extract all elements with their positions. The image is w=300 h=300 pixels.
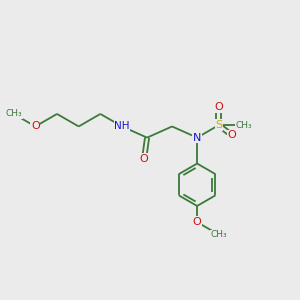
Text: CH₃: CH₃ <box>211 230 227 239</box>
Text: CH₃: CH₃ <box>5 110 22 118</box>
Text: O: O <box>228 130 236 140</box>
Text: S: S <box>215 120 222 130</box>
Text: O: O <box>140 154 148 164</box>
Text: O: O <box>214 102 223 112</box>
Text: CH₃: CH₃ <box>236 121 252 130</box>
Text: N: N <box>193 133 201 142</box>
Text: O: O <box>193 217 202 227</box>
Text: O: O <box>31 122 40 131</box>
Text: NH: NH <box>114 122 130 131</box>
